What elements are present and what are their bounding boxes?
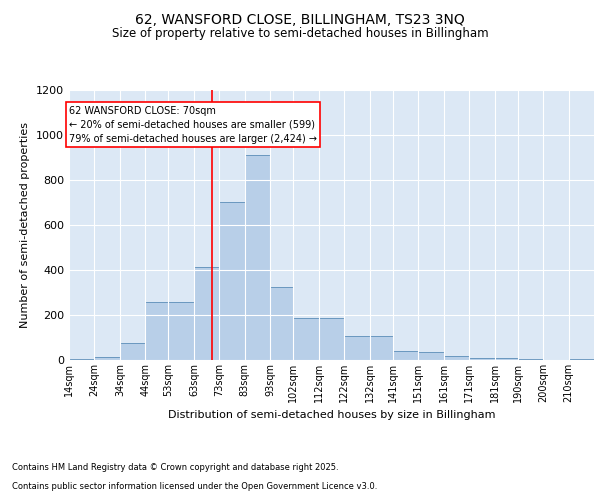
Bar	[293, 318, 319, 360]
Bar	[245, 155, 271, 360]
Bar	[469, 358, 494, 360]
X-axis label: Distribution of semi-detached houses by size in Billingham: Distribution of semi-detached houses by …	[168, 410, 495, 420]
Bar	[418, 352, 443, 360]
Bar	[370, 336, 392, 360]
Bar	[494, 358, 518, 360]
Bar	[344, 336, 370, 360]
Bar	[120, 343, 145, 360]
Bar	[392, 350, 418, 360]
Text: Size of property relative to semi-detached houses in Billingham: Size of property relative to semi-detach…	[112, 28, 488, 40]
Text: Contains public sector information licensed under the Open Government Licence v3: Contains public sector information licen…	[12, 482, 377, 491]
Text: Contains HM Land Registry data © Crown copyright and database right 2025.: Contains HM Land Registry data © Crown c…	[12, 464, 338, 472]
Bar	[94, 356, 120, 360]
Bar	[271, 287, 293, 360]
Bar	[69, 359, 94, 360]
Bar	[194, 266, 220, 360]
Bar	[169, 302, 194, 360]
Bar	[220, 202, 245, 360]
Bar	[518, 359, 543, 360]
Bar	[145, 302, 169, 360]
Text: 62, WANSFORD CLOSE, BILLINGHAM, TS23 3NQ: 62, WANSFORD CLOSE, BILLINGHAM, TS23 3NQ	[135, 12, 465, 26]
Bar	[443, 356, 469, 360]
Text: 62 WANSFORD CLOSE: 70sqm
← 20% of semi-detached houses are smaller (599)
79% of : 62 WANSFORD CLOSE: 70sqm ← 20% of semi-d…	[69, 106, 317, 144]
Y-axis label: Number of semi-detached properties: Number of semi-detached properties	[20, 122, 31, 328]
Bar	[319, 318, 344, 360]
